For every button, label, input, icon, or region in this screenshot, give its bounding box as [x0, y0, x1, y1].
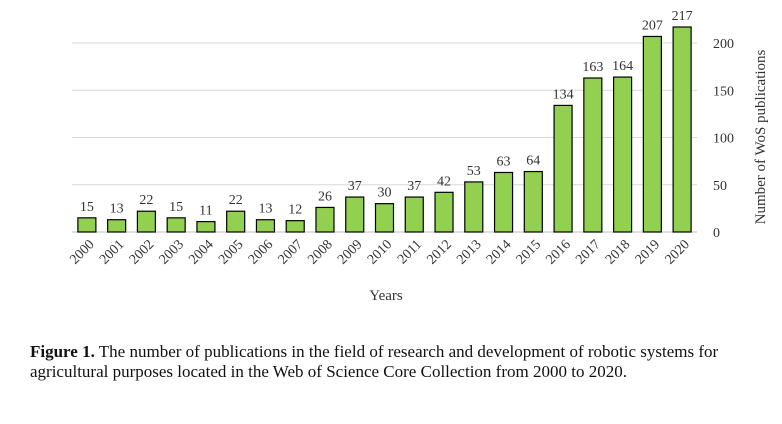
- bar-2016: [553, 104, 573, 233]
- bar-2000: [77, 217, 97, 233]
- bar-2009: [345, 196, 365, 233]
- x-tick-label-2003: 2003: [157, 237, 187, 267]
- bar-2014: [493, 171, 514, 233]
- x-tick-label-2007: 2007: [276, 237, 306, 267]
- data-label-2001: 13: [110, 202, 124, 217]
- data-label-2018: 164: [612, 59, 633, 74]
- bar-2001: [107, 219, 127, 233]
- y-tick-label: 100: [713, 132, 734, 147]
- data-label-2017: 163: [582, 60, 603, 75]
- data-label-2000: 15: [80, 200, 94, 215]
- data-label-2015: 64: [526, 154, 540, 169]
- x-tick-label-2009: 2009: [335, 237, 365, 267]
- bar-2012: [434, 191, 454, 233]
- bar-2011: [404, 196, 424, 233]
- bar-2005: [226, 210, 246, 233]
- bars: [77, 26, 692, 233]
- data-label-2013: 53: [467, 164, 481, 179]
- bar-2020: [672, 26, 692, 233]
- data-label-2007: 12: [288, 203, 302, 218]
- data-label-2008: 26: [318, 189, 332, 204]
- bar-2008: [315, 206, 335, 233]
- x-tick-label-2016: 2016: [543, 237, 573, 267]
- x-tick-label-2004: 2004: [186, 237, 216, 267]
- bar-2013: [464, 181, 484, 233]
- y-axis-ticks: 0 50 100 150 200: [713, 37, 734, 241]
- y-tick-label: 0: [713, 226, 720, 241]
- x-tick-label-2013: 2013: [454, 237, 484, 267]
- y-tick-label: 200: [713, 37, 734, 52]
- data-label-2010: 30: [378, 186, 392, 201]
- data-label-2006: 13: [258, 202, 272, 217]
- bar-2002: [136, 210, 157, 233]
- data-label-2011: 37: [407, 179, 421, 194]
- caption-label: Figure 1.: [30, 342, 95, 361]
- x-tick-label-2010: 2010: [365, 237, 395, 267]
- data-label-2016: 134: [553, 87, 574, 102]
- x-tick-label-2020: 2020: [663, 237, 693, 267]
- x-tick-label-2005: 2005: [216, 237, 246, 267]
- x-tick-label-2018: 2018: [603, 237, 633, 267]
- x-tick-label-2019: 2019: [633, 237, 663, 267]
- bar-chart: 15 13 22 15 11 22 13 12 26 37 30 37 42 53 63 64 134 163 16…: [67, 9, 769, 304]
- data-label-2003: 15: [169, 200, 183, 215]
- x-axis-ticks: 2000 2001 2002 2003 2004 2005 2006 2007 2008 2009…: [67, 237, 693, 267]
- data-label-2014: 63: [497, 154, 511, 169]
- data-label-2020: 217: [672, 9, 693, 24]
- data-label-2002: 22: [139, 193, 153, 208]
- x-tick-label-2015: 2015: [514, 237, 544, 267]
- data-label-2009: 37: [348, 179, 362, 194]
- data-label-2005: 22: [229, 193, 243, 208]
- x-tick-label-2014: 2014: [484, 237, 514, 267]
- x-tick-label-2012: 2012: [424, 237, 454, 267]
- x-tick-label-2011: 2011: [395, 237, 425, 267]
- figure-caption: Figure 1. The number of publications in …: [30, 342, 770, 382]
- bar-2006: [255, 219, 276, 233]
- x-tick-label-2006: 2006: [246, 237, 276, 267]
- bar-2019: [642, 35, 662, 233]
- x-axis-title: Years: [369, 288, 403, 304]
- data-label-2004: 11: [199, 204, 212, 219]
- bar-2015: [523, 170, 543, 233]
- bar-2003: [166, 217, 186, 233]
- x-tick-label-2017: 2017: [573, 237, 603, 267]
- y-axis-title: Number of WoS publications: [753, 49, 769, 224]
- bar-2018: [612, 76, 633, 233]
- x-tick-label-2002: 2002: [127, 237, 157, 267]
- data-label-2012: 42: [437, 174, 451, 189]
- x-tick-label-2008: 2008: [305, 237, 335, 267]
- y-tick-label: 50: [713, 179, 727, 194]
- x-tick-label-2000: 2000: [67, 237, 97, 267]
- data-labels: 15 13 22 15 11 22 13 12 26 37 30 37 42 53 63 64 134 163 16…: [80, 9, 693, 219]
- x-tick-label-2001: 2001: [97, 237, 127, 267]
- bar-2007: [285, 220, 305, 233]
- data-label-2019: 207: [642, 18, 663, 33]
- bar-2004: [196, 221, 216, 233]
- caption-text: The number of publications in the field …: [30, 342, 719, 381]
- bar-2017: [583, 77, 603, 233]
- bar-2010: [374, 203, 395, 233]
- y-tick-label: 150: [713, 84, 734, 99]
